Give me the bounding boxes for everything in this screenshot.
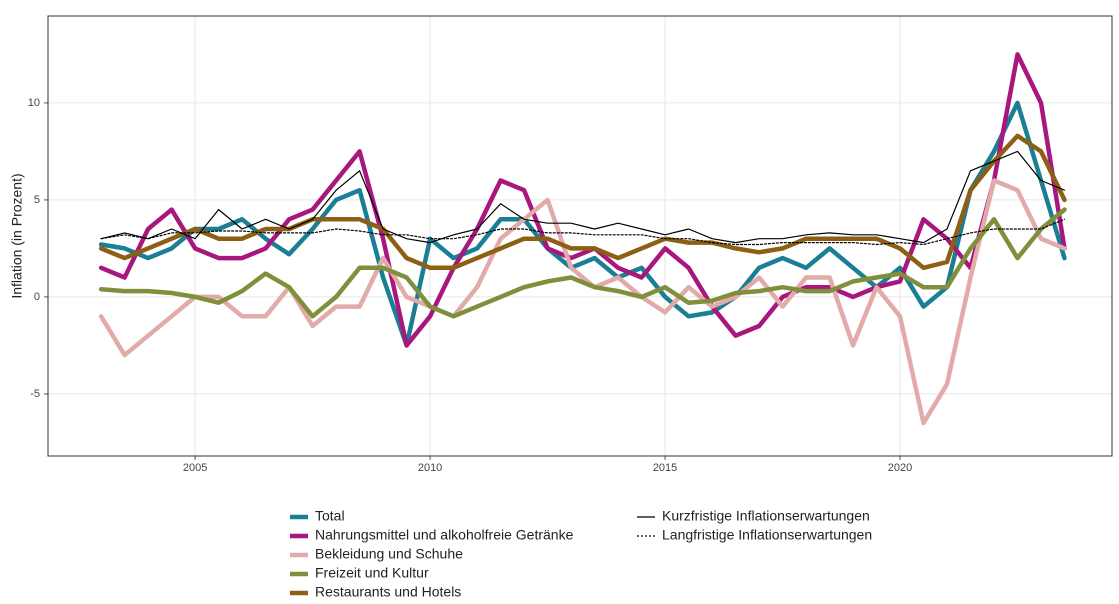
y-tick-label: 0 — [34, 291, 40, 303]
legend-label: Freizeit und Kultur — [315, 565, 429, 581]
y-tick-label: 10 — [28, 97, 40, 109]
y-tick-label: 5 — [34, 194, 40, 206]
x-tick-label: 2010 — [418, 462, 442, 474]
legend-label: Total — [315, 508, 345, 524]
legend-label: Nahrungsmittel und alkoholfreie Getränke — [315, 527, 574, 543]
plot-frame — [47, 15, 1113, 457]
legend-label: Bekleidung und Schuhe — [315, 546, 463, 562]
series-line — [98, 52, 1067, 348]
series-line — [98, 133, 1067, 271]
legend-label: Restaurants und Hotels — [315, 584, 461, 599]
legend-label: Kurzfristige Inflationserwartungen — [662, 508, 870, 524]
y-tick-label: -5 — [30, 388, 40, 400]
y-axis-label: Inflation (in Prozent) — [9, 173, 25, 298]
legend-label: Langfristige Inflationserwartungen — [662, 527, 872, 543]
series-line — [100, 150, 1066, 244]
x-tick-label: 2015 — [653, 462, 677, 474]
x-tick-label: 2005 — [183, 462, 207, 474]
series-line — [98, 207, 1067, 319]
x-tick-label: 2020 — [888, 462, 912, 474]
series-line — [98, 178, 1067, 426]
series-line — [100, 218, 1066, 246]
